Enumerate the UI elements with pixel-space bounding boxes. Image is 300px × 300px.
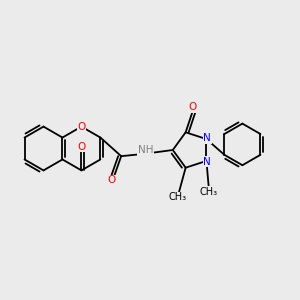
- Text: NH: NH: [138, 145, 153, 155]
- Text: N: N: [203, 157, 211, 166]
- Text: CH₃: CH₃: [169, 192, 187, 202]
- Text: CH₃: CH₃: [200, 187, 218, 196]
- Text: O: O: [77, 122, 86, 132]
- Text: N: N: [203, 134, 211, 143]
- Text: O: O: [189, 102, 197, 112]
- Text: O: O: [77, 142, 86, 152]
- Text: O: O: [107, 175, 115, 185]
